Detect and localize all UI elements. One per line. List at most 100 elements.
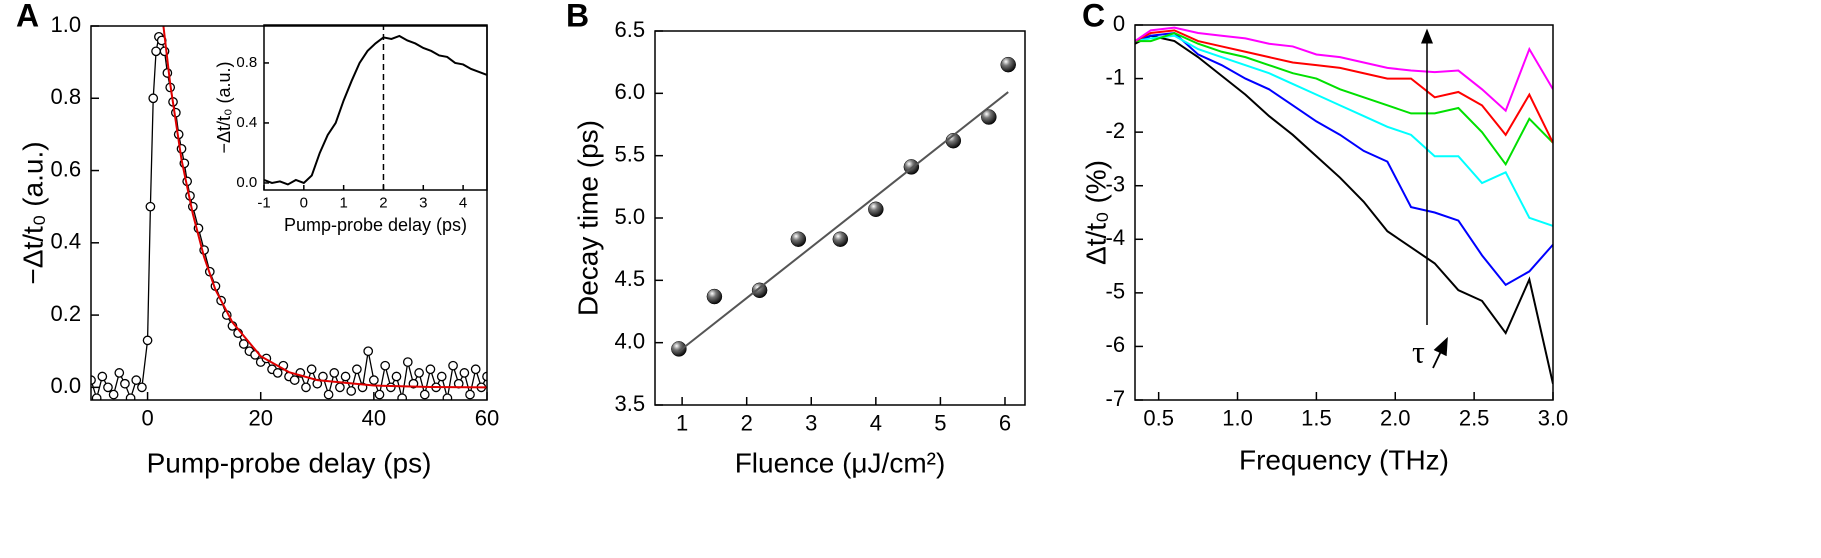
data-line	[1135, 29, 1553, 144]
frame	[90, 25, 488, 401]
x-axis-label: Pump-probe delay (ps)	[284, 215, 467, 235]
frame	[1134, 24, 1554, 401]
y-tick-label: 3.5	[615, 391, 646, 416]
circle-marker	[442, 393, 453, 400]
y-tick-label: -7	[1106, 386, 1126, 411]
y-tick-label: 6.0	[615, 79, 646, 104]
x-tick-label: 3	[805, 411, 817, 436]
data-line	[162, 26, 487, 389]
y-tick-label: 0.0	[51, 373, 82, 398]
x-axis-label: Fluence (μJ/cm²)	[735, 447, 946, 478]
x-tick-label: 20	[248, 406, 272, 431]
circle-marker	[306, 364, 317, 375]
circle-marker	[397, 393, 407, 400]
data-line	[1135, 34, 1553, 385]
y-axis-label: −Δt/t₀ (a.u.)	[17, 141, 48, 284]
x-axis-label: Frequency (THz)	[1239, 444, 1449, 475]
circle-marker	[374, 389, 385, 400]
y-tick-label: -3	[1106, 172, 1126, 197]
y-tick-label: -4	[1106, 225, 1126, 250]
sphere-marker	[790, 231, 807, 247]
circle-marker	[329, 368, 340, 378]
circle-marker	[402, 357, 413, 367]
data-line	[1135, 31, 1553, 287]
data-line	[1135, 26, 1553, 113]
circle-marker	[436, 371, 447, 382]
sphere-marker	[671, 341, 687, 357]
x-tick-label: 2.5	[1459, 406, 1490, 431]
y-tick-label: 0.0	[236, 174, 257, 191]
x-tick-label: 4	[870, 411, 882, 436]
circle-marker	[148, 93, 159, 104]
circle-marker	[369, 375, 379, 385]
plot-area	[671, 56, 1016, 357]
y-tick-label: 6.5	[615, 17, 646, 42]
y-axis-label: Δt/t₀ (%)	[1080, 160, 1111, 265]
sphere-marker	[868, 201, 884, 218]
y-tick-label: 5.5	[615, 141, 646, 166]
circle-marker	[120, 378, 130, 389]
circle-marker	[131, 375, 142, 385]
y-tick-label: -5	[1106, 279, 1126, 304]
sphere-marker	[751, 282, 768, 299]
panel-label: C	[1082, 0, 1105, 33]
circle-marker	[419, 389, 430, 400]
x-tick-label: 0.5	[1143, 406, 1174, 431]
x-tick-label: 0	[141, 406, 153, 431]
y-axis-label: −Δt/t₀ (a.u.)	[214, 61, 234, 153]
circle-marker	[91, 393, 102, 400]
circle-marker	[137, 382, 147, 393]
x-tick-label: 1	[339, 194, 347, 211]
circle-marker	[465, 389, 475, 400]
x-tick-label: 2	[379, 194, 387, 211]
circle-marker	[103, 382, 113, 393]
sphere-marker	[981, 109, 997, 125]
data-line	[1135, 31, 1553, 167]
panel-label: B	[566, 0, 589, 33]
circle-marker	[340, 371, 351, 382]
x-axis-label: Pump-probe delay (ps)	[147, 447, 432, 478]
y-tick-label: 0.4	[51, 229, 82, 254]
x-tick-label: 2	[741, 411, 753, 436]
circle-marker	[289, 375, 300, 385]
y-tick-label: 0.6	[51, 156, 82, 181]
x-tick-label: 40	[362, 406, 386, 431]
circle-marker	[145, 201, 156, 212]
circle-marker	[142, 335, 153, 346]
circle-marker	[363, 346, 374, 357]
plot-area	[264, 34, 487, 186]
y-tick-label: 0.4	[236, 114, 257, 131]
circle-marker	[414, 368, 424, 378]
circle-marker	[459, 368, 470, 378]
circle-marker	[125, 393, 136, 400]
y-tick-label: -2	[1106, 118, 1126, 143]
circle-marker	[151, 46, 161, 57]
circle-marker	[352, 364, 362, 375]
y-tick-label: 4.0	[615, 328, 646, 353]
annotation: τ	[1412, 333, 1425, 369]
circle-marker	[97, 371, 108, 382]
x-tick-label: 1	[676, 411, 688, 436]
annotation-arrow	[1432, 336, 1448, 369]
sphere-marker	[832, 231, 849, 247]
sphere-marker	[706, 288, 723, 305]
plot-area	[91, 26, 487, 400]
y-axis-label: Decay time (ps)	[572, 120, 603, 316]
plot-area	[1135, 26, 1553, 385]
y-tick-label: 0	[1113, 11, 1125, 36]
circle-marker	[335, 382, 345, 393]
circle-marker	[380, 360, 391, 371]
circle-marker	[346, 386, 357, 396]
y-tick-label: 0.8	[236, 54, 257, 71]
circle-marker	[162, 68, 173, 78]
data-line	[264, 34, 487, 186]
x-tick-label: 5	[934, 411, 946, 436]
circle-marker	[238, 339, 249, 349]
circle-marker	[108, 389, 119, 400]
y-tick-label: 0.2	[51, 301, 82, 326]
frame	[654, 30, 1026, 406]
sphere-marker	[1000, 56, 1016, 73]
y-tick-label: 5.0	[615, 204, 646, 229]
circle-marker	[470, 364, 481, 375]
